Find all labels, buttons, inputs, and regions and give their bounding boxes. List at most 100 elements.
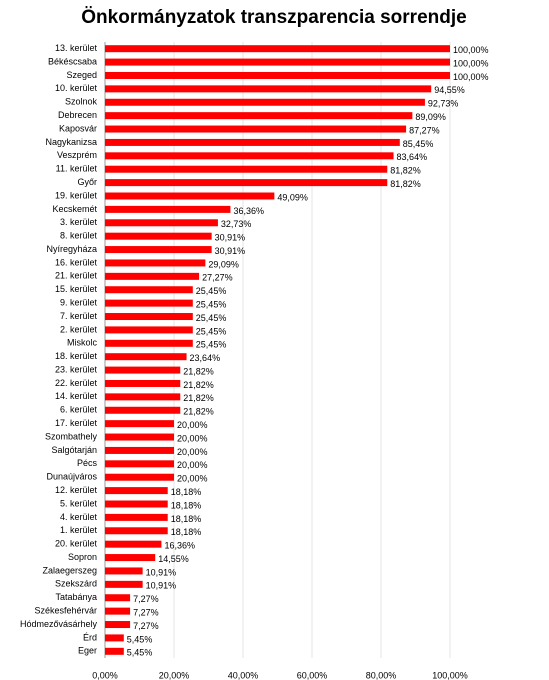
y-tick-label: 18. kerület [55,351,98,361]
bar [105,272,200,280]
y-tick-label: Szombathely [45,431,98,441]
bar [105,554,156,562]
bar [105,527,168,535]
value-label: 20,00% [177,420,208,430]
x-tick-label: 60,00% [297,670,328,680]
value-label: 7,27% [133,621,159,631]
bar [105,366,181,374]
value-label: 18,18% [171,500,202,510]
value-label: 100,00% [453,72,489,82]
x-tick-label: 80,00% [366,670,397,680]
value-label: 20,00% [177,447,208,457]
bar [105,339,193,347]
y-tick-label: Székesfehérvár [34,606,97,616]
value-label: 7,27% [133,594,159,604]
value-label: 21,82% [183,393,214,403]
value-label: 20,00% [177,460,208,470]
bar [105,192,275,200]
value-label: 87,27% [409,125,440,135]
y-tick-label: Szeged [66,70,97,80]
y-tick-label: 5. kerület [60,498,98,508]
value-label: 89,09% [415,112,446,122]
bar [105,219,218,227]
bar [105,58,450,66]
y-tick-label: 13. kerület [55,43,98,53]
bar [105,138,400,146]
y-tick-label: 16. kerület [55,257,98,267]
y-tick-label: 23. kerület [55,364,98,374]
value-label: 25,45% [196,313,227,323]
y-tick-label: 4. kerület [60,512,98,522]
y-tick-label: 17. kerület [55,418,98,428]
value-label: 18,18% [171,514,202,524]
bar [105,232,212,240]
y-tick-label: Győr [77,177,97,187]
bar [105,112,413,120]
bar [105,433,174,441]
y-tick-label: Salgótarján [51,445,97,455]
y-tick-label: 12. kerület [55,485,98,495]
bar [105,647,124,655]
value-label: 10,91% [146,581,177,591]
value-label: 85,45% [403,139,434,149]
x-tick-label: 40,00% [228,670,259,680]
bar [105,406,181,414]
value-label: 100,00% [453,58,489,68]
bar [105,205,231,213]
y-tick-label: Pécs [77,458,98,468]
y-tick-label: Zalaegerszeg [42,565,97,575]
bar [105,165,388,173]
value-label: 92,73% [428,99,459,109]
y-tick-label: Békéscsaba [48,56,97,66]
value-label: 21,82% [183,366,214,376]
value-label: 25,45% [196,300,227,310]
value-label: 30,91% [215,233,246,243]
value-label: 81,82% [390,179,421,189]
bar [105,299,193,307]
bar [105,393,181,401]
bar [105,420,174,428]
bar [105,179,388,187]
value-label: 30,91% [215,246,246,256]
value-label: 18,18% [171,487,202,497]
value-label: 23,64% [190,353,221,363]
value-label: 5,45% [127,648,153,658]
bar [105,446,174,454]
y-tick-label: 9. kerület [60,298,98,308]
bar [105,246,212,254]
bar [105,125,407,133]
bar [105,460,174,468]
chart-title: Önkormányzatok transzparencia sorrendje [81,7,466,28]
value-label: 25,45% [196,340,227,350]
bar [105,607,131,615]
value-label: 27,27% [202,273,233,283]
value-label: 29,09% [208,259,239,269]
y-tick-label: 10. kerület [55,83,98,93]
y-tick-label: Hódmezővásárhely [20,619,98,629]
value-label: 36,36% [233,206,264,216]
x-tick-label: 100,00% [432,670,468,680]
bar [105,580,143,588]
y-tick-label: 2. kerület [60,324,98,334]
bar [105,567,143,575]
bar [105,286,193,294]
x-tick-label: 20,00% [159,670,190,680]
value-label: 94,55% [434,85,465,95]
value-label: 7,27% [133,608,159,618]
y-tick-label: 11. kerület [56,164,98,174]
y-tick-label: Kaposvár [59,123,97,133]
bar [105,85,432,93]
value-label: 100,00% [453,45,489,55]
bar [105,487,168,495]
bar [105,621,131,629]
value-label: 83,64% [397,152,428,162]
y-tick-label: Tatabánya [55,592,97,602]
y-tick-label: 19. kerület [55,190,98,200]
y-tick-label: Dunaújváros [46,472,97,482]
value-label: 25,45% [196,286,227,296]
y-tick-label: Nagykanizsa [45,137,97,147]
y-tick-label: Debrecen [58,110,97,120]
y-tick-label: Szolnok [65,97,98,107]
bar [105,45,450,53]
value-label: 5,45% [127,634,153,644]
